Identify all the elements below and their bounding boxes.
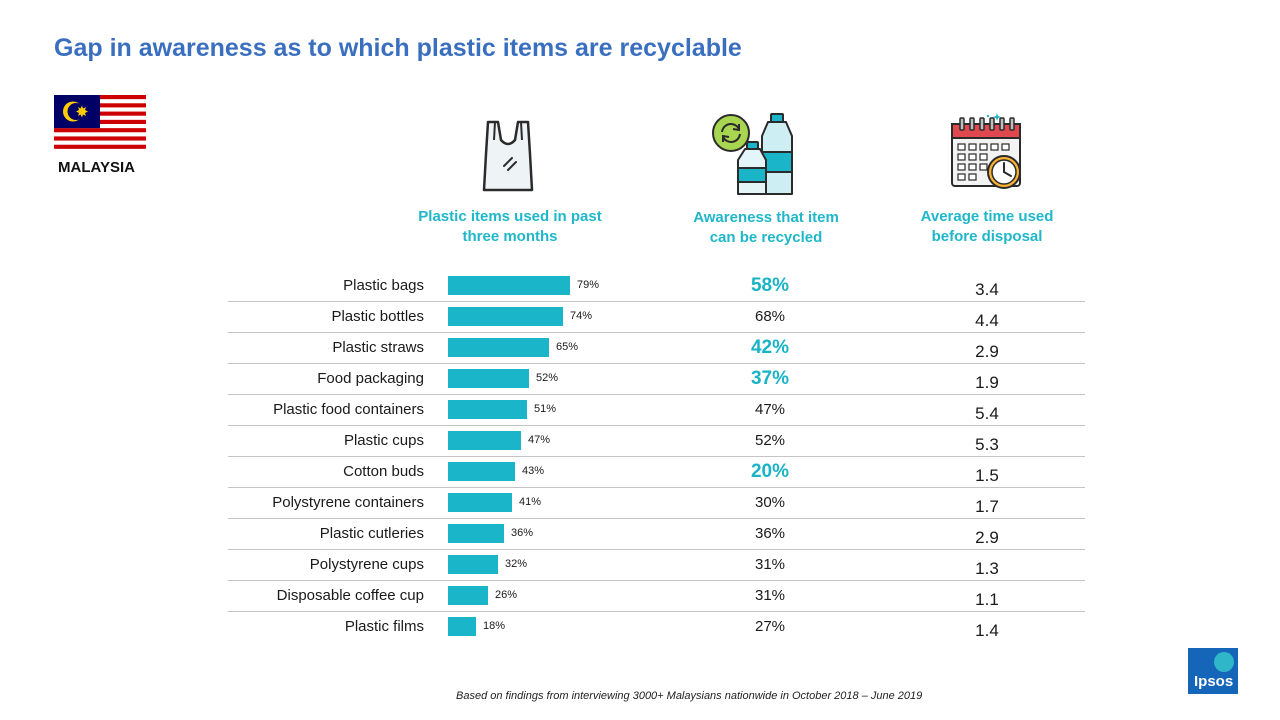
avg-time-value-polystyrene-cups: 1.3 bbox=[975, 559, 999, 578]
ipsos-logo: Ipsos bbox=[1188, 648, 1238, 694]
bar-value-plastic-straws: 65% bbox=[556, 341, 579, 353]
used-column-header: Plastic items used in past three months bbox=[400, 207, 620, 247]
avg-time-value-plastic-films: 1.4 bbox=[975, 621, 999, 640]
avg-time-value-cotton-buds: 1.5 bbox=[975, 466, 999, 485]
bar-value-plastic-films: 18% bbox=[483, 620, 506, 632]
bar-value-plastic-bags: 79% bbox=[577, 279, 600, 291]
row-divider bbox=[228, 487, 1085, 488]
plastic-bag-icon bbox=[482, 120, 534, 192]
bar-value-polystyrene-containers: 41% bbox=[519, 496, 542, 508]
bar-value-plastic-cutleries: 36% bbox=[511, 527, 534, 539]
avg-time-value-plastic-cups: 5.3 bbox=[975, 435, 999, 454]
row-divider bbox=[228, 301, 1085, 302]
row-label-polystyrene-cups: Polystyrene cups bbox=[309, 556, 424, 573]
used-header-line1: Plastic items used in past bbox=[418, 208, 602, 225]
avg-time-value-plastic-bottles: 4.4 bbox=[975, 311, 999, 330]
bar-disposable-coffee-cup bbox=[448, 586, 488, 605]
row-divider bbox=[228, 394, 1085, 395]
awareness-header-line1: Awareness that item bbox=[693, 209, 839, 226]
awareness-value-plastic-food-containers: 47% bbox=[754, 401, 786, 418]
row-divider bbox=[228, 611, 1085, 612]
awareness-value-plastic-cutleries: 36% bbox=[754, 525, 786, 542]
awareness-value-plastic-straws: 42% bbox=[750, 337, 790, 358]
row-divider bbox=[228, 425, 1085, 426]
awareness-value-polystyrene-containers: 30% bbox=[754, 494, 786, 511]
bar-food-packaging bbox=[448, 369, 529, 388]
avg-time-column-header: Average time used before disposal bbox=[877, 207, 1097, 247]
bar-plastic-films bbox=[448, 617, 476, 636]
row-divider bbox=[228, 549, 1085, 550]
used-header-line2: three months bbox=[462, 228, 558, 245]
awareness-value-cotton-buds: 20% bbox=[750, 461, 790, 482]
bar-cotton-buds bbox=[448, 462, 515, 481]
bar-plastic-straws bbox=[448, 338, 549, 357]
row-label-cotton-buds: Cotton buds bbox=[343, 463, 424, 480]
awareness-header-line2: can be recycled bbox=[709, 229, 823, 246]
row-divider bbox=[228, 518, 1085, 519]
awareness-value-polystyrene-cups: 31% bbox=[754, 556, 786, 573]
bar-plastic-cups bbox=[448, 431, 521, 450]
bar-plastic-cutleries bbox=[448, 524, 504, 543]
avg-time-value-polystyrene-containers: 1.7 bbox=[975, 497, 999, 516]
avg-time-header-line2: before disposal bbox=[931, 228, 1043, 245]
row-label-polystyrene-containers: Polystyrene containers bbox=[272, 494, 424, 511]
bar-plastic-bottles bbox=[448, 307, 563, 326]
country-label: MALAYSIA bbox=[58, 159, 135, 176]
row-label-plastic-films: Plastic films bbox=[344, 618, 424, 635]
avg-time-value-plastic-cutleries: 2.9 bbox=[975, 528, 999, 547]
page-title: Gap in awareness as to which plastic ite… bbox=[54, 34, 742, 62]
awareness-value-plastic-bottles: 68% bbox=[754, 308, 786, 325]
awareness-column-header: Awareness that item can be recycled bbox=[656, 208, 876, 248]
awareness-value-plastic-bags: 58% bbox=[750, 275, 790, 296]
bar-value-plastic-cups: 47% bbox=[528, 434, 551, 446]
row-divider bbox=[228, 580, 1085, 581]
bar-polystyrene-cups bbox=[448, 555, 498, 574]
row-label-disposable-coffee-cup: Disposable coffee cup bbox=[276, 587, 424, 604]
avg-time-value-plastic-food-containers: 5.4 bbox=[975, 404, 999, 423]
avg-time-header-line1: Average time used bbox=[920, 208, 1054, 225]
row-divider bbox=[228, 363, 1085, 364]
row-label-plastic-cutleries: Plastic cutleries bbox=[319, 525, 424, 542]
avg-time-value-plastic-bags: 3.4 bbox=[975, 280, 999, 299]
row-label-plastic-food-containers: Plastic food containers bbox=[273, 401, 424, 418]
malaysia-flag-icon bbox=[54, 95, 146, 153]
row-label-plastic-cups: Plastic cups bbox=[343, 432, 424, 449]
bar-value-food-packaging: 52% bbox=[536, 372, 559, 384]
bar-value-plastic-food-containers: 51% bbox=[534, 403, 557, 415]
bar-plastic-bags bbox=[448, 276, 570, 295]
bar-value-disposable-coffee-cup: 26% bbox=[495, 589, 518, 601]
row-divider bbox=[228, 332, 1085, 333]
row-label-plastic-straws: Plastic straws bbox=[332, 339, 424, 356]
avg-time-value-food-packaging: 1.9 bbox=[975, 373, 999, 392]
bar-value-polystyrene-cups: 32% bbox=[505, 558, 528, 570]
awareness-value-plastic-cups: 52% bbox=[754, 432, 786, 449]
recycle-bottles-icon bbox=[712, 113, 793, 195]
awareness-value-plastic-films: 27% bbox=[754, 618, 786, 635]
awareness-value-disposable-coffee-cup: 31% bbox=[754, 587, 786, 604]
logo-text: Ipsos bbox=[1194, 673, 1234, 690]
row-label-food-packaging: Food packaging bbox=[317, 370, 424, 387]
calendar-clock-icon bbox=[951, 113, 1021, 189]
footnote: Based on findings from interviewing 3000… bbox=[456, 690, 923, 702]
bar-value-cotton-buds: 43% bbox=[522, 465, 545, 477]
bar-polystyrene-containers bbox=[448, 493, 512, 512]
row-label-plastic-bottles: Plastic bottles bbox=[331, 308, 424, 325]
bar-value-plastic-bottles: 74% bbox=[570, 310, 593, 322]
avg-time-value-plastic-straws: 2.9 bbox=[975, 342, 999, 361]
row-divider bbox=[228, 456, 1085, 457]
avg-time-value-disposable-coffee-cup: 1.1 bbox=[975, 590, 999, 609]
logo-mark-icon bbox=[1214, 652, 1234, 672]
row-label-plastic-bags: Plastic bags bbox=[343, 277, 424, 294]
awareness-value-food-packaging: 37% bbox=[750, 368, 790, 389]
bar-plastic-food-containers bbox=[448, 400, 527, 419]
